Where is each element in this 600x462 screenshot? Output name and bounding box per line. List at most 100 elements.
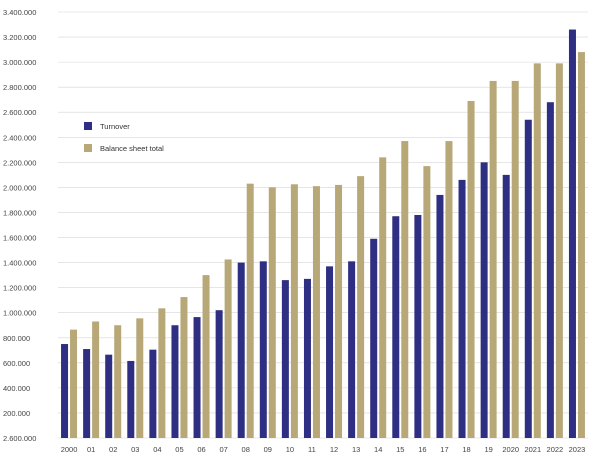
x-tick-label: 2021 bbox=[524, 445, 541, 454]
bar-turnover bbox=[171, 325, 179, 438]
bar-balance-sheet-total bbox=[357, 176, 365, 438]
y-tick-label: 2.600.000 bbox=[3, 434, 36, 443]
x-tick-label: 09 bbox=[264, 445, 272, 454]
bar-turnover bbox=[458, 179, 466, 439]
bar-turnover bbox=[303, 278, 311, 438]
y-tick-label: 2.600.000 bbox=[3, 108, 36, 117]
y-tick-label: 1.600.000 bbox=[3, 234, 36, 243]
x-tick-label: 15 bbox=[396, 445, 404, 454]
bar-turnover bbox=[502, 174, 510, 438]
y-tick-label: 3.000.000 bbox=[3, 58, 36, 67]
y-tick-label: 3.400.000 bbox=[3, 8, 36, 17]
bar-balance-sheet-total bbox=[92, 321, 100, 438]
bar-turnover bbox=[392, 216, 400, 438]
bar-balance-sheet-total bbox=[335, 184, 343, 438]
x-tick-label: 12 bbox=[330, 445, 338, 454]
x-tick-label: 03 bbox=[131, 445, 139, 454]
x-tick-label: 04 bbox=[153, 445, 161, 454]
bar-turnover bbox=[480, 162, 488, 438]
y-tick-label: 400.000 bbox=[3, 384, 30, 393]
bars bbox=[61, 29, 585, 439]
y-tick-label: 1.000.000 bbox=[3, 309, 36, 318]
y-axis-tick-labels: 2.600.000 200.000 400.000 600.000 800.000 1.0… bbox=[3, 8, 36, 443]
bar-balance-sheet-total bbox=[136, 318, 144, 438]
y-tick-label: 800.000 bbox=[3, 334, 30, 343]
bar-turnover bbox=[127, 360, 135, 438]
y-tick-label: 1.400.000 bbox=[3, 259, 36, 268]
bar-turnover bbox=[568, 29, 576, 439]
x-tick-label: 10 bbox=[286, 445, 294, 454]
x-tick-label: 2023 bbox=[569, 445, 586, 454]
x-tick-label: 17 bbox=[440, 445, 448, 454]
x-tick-label: 13 bbox=[352, 445, 360, 454]
bar-balance-sheet-total bbox=[423, 166, 431, 439]
bar-turnover bbox=[193, 317, 201, 438]
y-tick-label: 2.000.000 bbox=[3, 183, 36, 192]
legend-swatch bbox=[84, 144, 92, 152]
bar-turnover bbox=[326, 266, 334, 438]
bar-balance-sheet-total bbox=[202, 275, 210, 438]
x-tick-label: 08 bbox=[242, 445, 250, 454]
x-tick-label: 02 bbox=[109, 445, 117, 454]
bar-balance-sheet-total bbox=[290, 184, 298, 438]
bar-balance-sheet-total bbox=[533, 63, 541, 439]
bar-turnover bbox=[348, 261, 356, 438]
x-tick-label: 07 bbox=[219, 445, 227, 454]
bar-turnover bbox=[237, 262, 245, 438]
bar-balance-sheet-total bbox=[180, 297, 188, 438]
bar-balance-sheet-total bbox=[158, 308, 166, 438]
bar-turnover bbox=[61, 344, 69, 438]
bar-balance-sheet-total bbox=[401, 141, 409, 438]
bar-turnover bbox=[370, 238, 378, 438]
x-tick-label: 01 bbox=[87, 445, 95, 454]
x-tick-label: 19 bbox=[484, 445, 492, 454]
bar-turnover bbox=[149, 349, 157, 438]
y-tick-label: 200.000 bbox=[3, 409, 30, 418]
bar-turnover bbox=[215, 310, 223, 438]
bar-turnover bbox=[436, 194, 444, 438]
bar-balance-sheet-total bbox=[379, 157, 387, 438]
bar-balance-sheet-total bbox=[114, 325, 122, 438]
x-tick-label: 16 bbox=[418, 445, 426, 454]
bar-turnover bbox=[105, 354, 113, 438]
bar-balance-sheet-total bbox=[489, 80, 497, 438]
y-tick-label: 2.400.000 bbox=[3, 133, 36, 142]
y-tick-label: 3.200.000 bbox=[3, 33, 36, 42]
x-tick-label: 05 bbox=[175, 445, 183, 454]
bar-turnover bbox=[259, 261, 267, 438]
y-tick-label: 2.800.000 bbox=[3, 83, 36, 92]
bar-turnover bbox=[546, 102, 554, 438]
bar-balance-sheet-total bbox=[445, 141, 453, 438]
bar-balance-sheet-total bbox=[246, 183, 254, 438]
bar-balance-sheet-total bbox=[467, 100, 475, 438]
y-tick-label: 1.200.000 bbox=[3, 284, 36, 293]
x-tick-label: 06 bbox=[197, 445, 205, 454]
bar-balance-sheet-total bbox=[224, 259, 232, 438]
bar-balance-sheet-total bbox=[268, 187, 276, 438]
y-tick-label: 600.000 bbox=[3, 359, 30, 368]
bar-balance-sheet-total bbox=[511, 80, 519, 438]
x-tick-label: 2000 bbox=[61, 445, 78, 454]
legend-label: Turnover bbox=[100, 122, 130, 131]
x-tick-label: 14 bbox=[374, 445, 382, 454]
y-tick-label: 1.800.000 bbox=[3, 208, 36, 217]
x-tick-label: 11 bbox=[308, 445, 316, 454]
bar-balance-sheet-total bbox=[312, 186, 320, 438]
bar-turnover bbox=[281, 280, 289, 438]
x-axis-tick-labels: 2000 01 02 03 04 05 06 07 08 09 10 11 12 13 14 15 16 17 18… bbox=[61, 445, 586, 454]
bar-turnover bbox=[414, 214, 422, 438]
legend-swatch bbox=[84, 122, 92, 130]
y-tick-label: 2.200.000 bbox=[3, 158, 36, 167]
grid-lines bbox=[58, 11, 588, 439]
bar-balance-sheet-total bbox=[555, 63, 563, 439]
bar-balance-sheet-total bbox=[70, 329, 78, 438]
legend: Turnover Balance sheet total bbox=[84, 122, 164, 153]
bar-balance-sheet-total bbox=[577, 52, 585, 438]
legend-label: Balance sheet total bbox=[100, 144, 164, 153]
bar-turnover bbox=[524, 119, 532, 439]
x-tick-label: 2020 bbox=[502, 445, 519, 454]
x-tick-label: 18 bbox=[462, 445, 470, 454]
bar-turnover bbox=[83, 349, 91, 438]
x-tick-label: 2022 bbox=[547, 445, 564, 454]
